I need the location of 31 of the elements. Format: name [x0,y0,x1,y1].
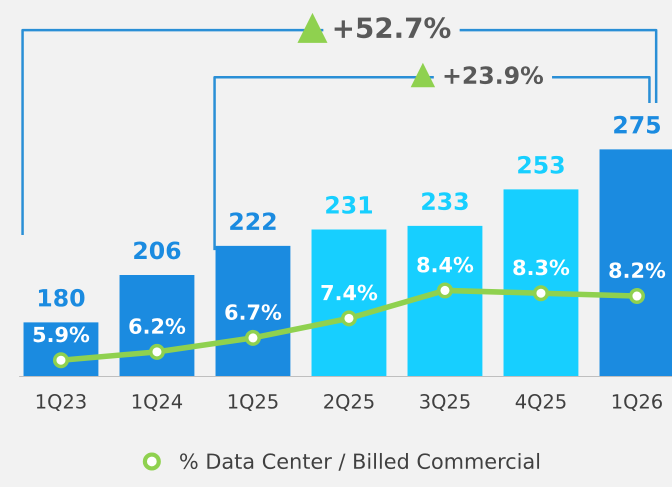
data-label: 231 [326,196,372,214]
point [148,344,165,360]
point [340,310,357,326]
point [532,285,549,302]
point [628,288,645,304]
data-label: 233 [422,192,468,210]
data-label: 6.2% [129,318,186,334]
data-label: 8.2% [609,262,666,278]
x-tick-label: 2Q25 [324,394,374,411]
data-label: 206 [134,241,180,260]
data-label: 8.4% [417,256,474,273]
data-label: 253 [518,156,564,174]
annotation: +52.7% [334,17,450,38]
x-tick-label: 1Q23 [36,394,86,411]
legend-label: % Data Center / Billed Commercial [180,452,540,471]
point [436,282,453,298]
x-tick-label: 1Q25 [228,394,278,411]
data-label: 6.7% [225,304,282,320]
data-label: 180 [38,288,84,307]
x-tick-label: 4Q25 [516,394,566,411]
data-label: 5.9% [34,326,90,342]
data-label: 8.3% [513,260,570,276]
point [52,352,69,368]
point [244,330,261,346]
data-label: 222 [230,212,276,230]
data-label: 275 [614,116,660,134]
x-tick-label: 3Q25 [420,394,470,411]
x-tick-label: 1Q26 [612,394,662,411]
data-label: 7.4% [321,284,378,300]
annotation: +23.9% [444,66,544,84]
x-tick-label: 1Q24 [132,394,182,411]
